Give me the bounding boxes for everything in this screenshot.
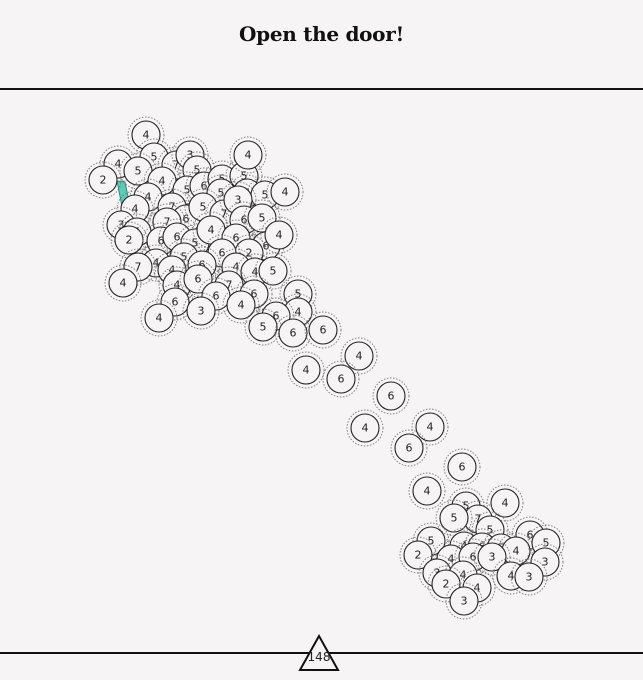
node-circle[interactable]: [350, 413, 380, 443]
node-circle[interactable]: [394, 433, 424, 463]
node-circle[interactable]: [415, 412, 445, 442]
node-circle[interactable]: [412, 476, 442, 506]
node-circle[interactable]: [490, 488, 520, 518]
node-range-ring: [260, 216, 298, 254]
node-range-ring: [445, 582, 483, 620]
node-circle[interactable]: [264, 220, 294, 250]
number-node[interactable]: 4: [346, 409, 384, 447]
node-circle[interactable]: [447, 452, 477, 482]
node-circle[interactable]: [439, 503, 469, 533]
node-circle[interactable]: [186, 296, 216, 326]
node-circle[interactable]: [270, 177, 300, 207]
number-node[interactable]: 2: [427, 565, 465, 603]
level-triangle-icon: [298, 634, 340, 671]
number-node[interactable]: 6: [322, 360, 360, 398]
nodes-layer: 4425573545655454544765736547352665466426…: [84, 116, 565, 620]
node-range-ring: [182, 292, 220, 330]
node-range-ring: [443, 448, 481, 486]
node-range-ring: [84, 161, 122, 199]
number-node[interactable]: 4: [486, 484, 524, 522]
node-circle[interactable]: [449, 586, 479, 616]
number-node[interactable]: 3: [473, 538, 511, 576]
node-circle[interactable]: [258, 256, 288, 286]
node-circle[interactable]: [248, 312, 278, 342]
node-circle[interactable]: [114, 225, 144, 255]
number-node[interactable]: 6: [443, 448, 481, 486]
node-circle[interactable]: [308, 315, 338, 345]
node-range-ring: [104, 264, 142, 302]
node-circle[interactable]: [88, 165, 118, 195]
node-circle[interactable]: [403, 540, 433, 570]
node-range-ring: [390, 429, 428, 467]
node-range-ring: [304, 311, 342, 349]
node-range-ring: [222, 286, 260, 324]
node-range-ring: [140, 299, 178, 337]
node-range-ring: [408, 472, 446, 510]
node-range-ring: [346, 409, 384, 447]
node-range-ring: [322, 360, 360, 398]
node-range-ring: [266, 173, 304, 211]
node-circle[interactable]: [344, 341, 374, 371]
page-title: Open the door!: [239, 22, 404, 46]
node-range-ring: [411, 408, 449, 446]
number-node[interactable]: 6: [372, 377, 410, 415]
node-range-ring: [254, 252, 292, 290]
number-node[interactable]: 4: [287, 351, 325, 389]
number-node[interactable]: 4: [408, 472, 446, 510]
node-range-ring: [287, 351, 325, 389]
node-circle[interactable]: [514, 562, 544, 592]
header-bar: Open the door!: [0, 0, 643, 90]
node-range-ring: [399, 536, 437, 574]
node-circle[interactable]: [501, 536, 531, 566]
node-circle[interactable]: [233, 140, 263, 170]
node-range-ring: [526, 543, 564, 581]
node-range-ring: [119, 248, 157, 286]
node-range-ring: [229, 136, 267, 174]
node-circle[interactable]: [326, 364, 356, 394]
node-circle[interactable]: [477, 542, 507, 572]
node-circle[interactable]: [226, 290, 256, 320]
node-range-ring: [473, 538, 511, 576]
node-circle[interactable]: [108, 268, 138, 298]
node-range-ring: [510, 558, 548, 596]
node-range-ring: [340, 337, 378, 375]
node-circle[interactable]: [144, 303, 174, 333]
node-circle[interactable]: [278, 318, 308, 348]
level-number: 148: [307, 650, 331, 664]
node-circle[interactable]: [291, 355, 321, 385]
node-circle[interactable]: [376, 381, 406, 411]
node-range-ring: [372, 377, 410, 415]
